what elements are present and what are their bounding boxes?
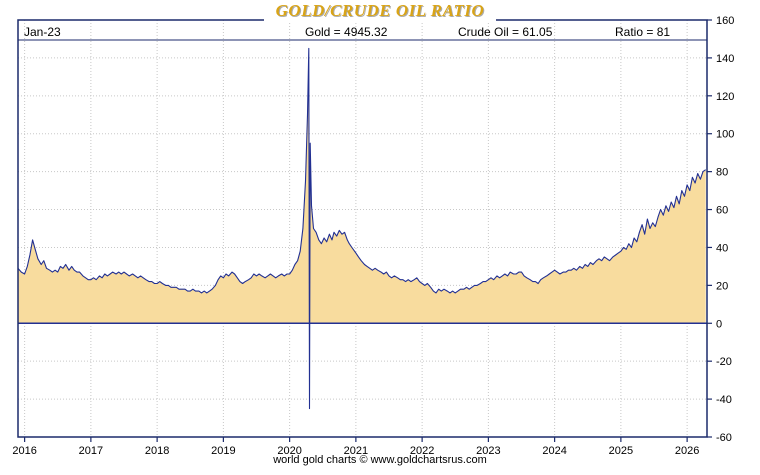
chart-title-text: GOLD/CRUDE OIL RATIO xyxy=(263,1,497,21)
header-ratio-value: Ratio = 81 xyxy=(615,25,671,39)
x-axis-tick-label: 2022 xyxy=(410,445,434,457)
x-axis-tick-label: 2026 xyxy=(675,445,699,457)
ratio-series-line xyxy=(17,47,707,410)
y-axis-tick-label: -60 xyxy=(716,432,732,444)
y-axis-tick-label: 80 xyxy=(716,167,728,179)
x-axis-tick-label: 2020 xyxy=(277,445,301,457)
x-axis-tick-label: 2024 xyxy=(542,445,566,457)
x-axis-tick-label: 2021 xyxy=(344,445,368,457)
source-caption: world gold charts © www.goldchartsrus.co… xyxy=(273,454,487,466)
y-axis-tick-label: 160 xyxy=(716,15,734,27)
y-axis-tick-label: 120 xyxy=(716,91,734,103)
x-axis-tick-label: 2016 xyxy=(12,445,36,457)
x-axis-tick-label: 2019 xyxy=(211,445,235,457)
ratio-area-fill xyxy=(18,48,706,409)
x-axis-tick-label: 2025 xyxy=(609,445,633,457)
x-axis-tick-label: 2023 xyxy=(476,445,500,457)
header-crude-oil-value: Crude Oil = 61.05 xyxy=(458,25,553,39)
y-axis-tick-label: 20 xyxy=(716,280,728,292)
y-axis-tick-label: 0 xyxy=(716,318,722,330)
y-axis-tick-label: 40 xyxy=(716,242,728,254)
y-axis-tick-label: 60 xyxy=(716,205,728,217)
plot-frame xyxy=(17,19,708,438)
x-axis-tick-label: 2017 xyxy=(79,445,103,457)
header-date-label: Jan-23 xyxy=(24,25,61,39)
y-axis-tick-label: 140 xyxy=(716,53,734,65)
y-axis-tick-label: -40 xyxy=(716,394,732,406)
header-gold-value: Gold = 4945.32 xyxy=(305,25,388,39)
x-axis-tick-label: 2018 xyxy=(145,445,169,457)
chart-title: GOLD/CRUDE OIL RATIO xyxy=(0,1,760,21)
y-axis-tick-label: -20 xyxy=(716,356,732,368)
y-axis-tick-label: 100 xyxy=(716,129,734,141)
